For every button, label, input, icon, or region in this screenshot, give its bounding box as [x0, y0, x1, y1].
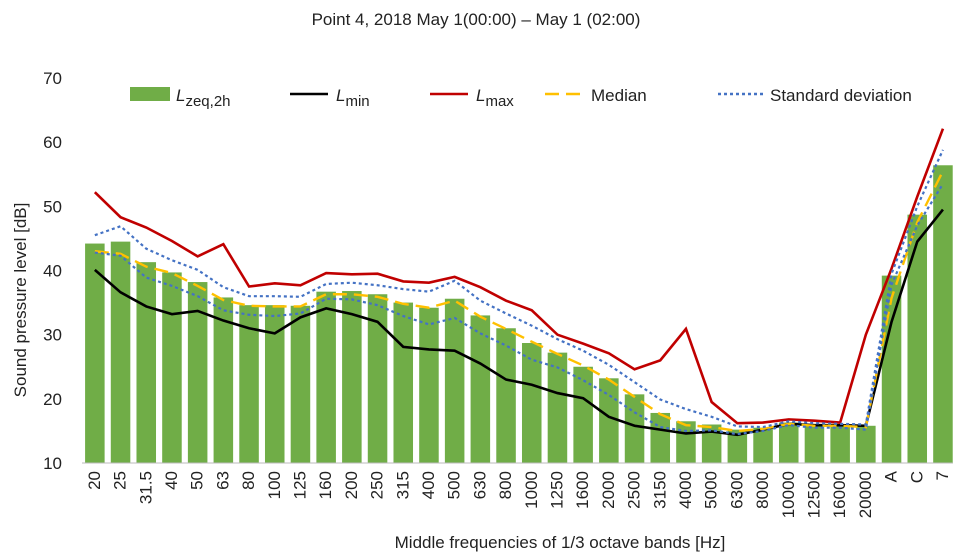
x-tick-label: 63	[213, 471, 232, 490]
x-tick-label: 160	[316, 471, 335, 499]
x-tick-label: 12500	[804, 471, 823, 518]
bar	[496, 328, 516, 463]
bar	[856, 425, 876, 463]
bar	[933, 165, 953, 463]
x-tick-label: 25	[111, 471, 130, 490]
x-axis-label: Middle frequencies of 1/3 octave bands […	[395, 533, 726, 552]
bar	[753, 427, 773, 463]
y-tick-label: 40	[43, 262, 62, 281]
bar	[727, 429, 748, 463]
bar	[290, 305, 311, 463]
bar	[599, 378, 619, 463]
legend-label-main: L	[176, 86, 185, 105]
legend-label-sub: max	[485, 93, 514, 110]
bar	[85, 243, 105, 463]
bar	[419, 307, 439, 463]
bar	[264, 305, 285, 463]
bar	[367, 294, 388, 463]
x-tick-label: 2000	[599, 471, 618, 509]
bar	[316, 291, 336, 463]
legend-label: Standard deviation	[770, 86, 912, 105]
line	[94, 183, 944, 436]
x-tick-label: 800	[496, 471, 515, 499]
bar	[547, 352, 568, 463]
y-tick-label: 70	[43, 69, 62, 88]
x-tick-label: 200	[342, 471, 361, 499]
legend-swatch	[130, 87, 170, 101]
legend-label: Lzeq,2h	[176, 86, 231, 110]
x-tick-label: 100	[265, 471, 284, 499]
x-tick-label: 630	[470, 471, 489, 499]
chart-title: Point 4, 2018 May 1(00:00) – May 1 (02:0…	[312, 10, 641, 29]
bar	[650, 412, 671, 463]
bar	[573, 366, 593, 463]
bar	[676, 421, 696, 463]
x-tick-label: 315	[393, 471, 412, 499]
bar	[624, 394, 645, 463]
legend-label-main: Median	[591, 86, 647, 105]
x-tick-label: 7	[933, 471, 952, 480]
bar	[521, 343, 542, 463]
x-tick-label: 500	[445, 471, 464, 499]
legend-label: Lmin	[336, 86, 370, 110]
bar	[393, 302, 414, 463]
x-tick-label: 20000	[856, 471, 875, 518]
x-tick-label: 16000	[830, 471, 849, 518]
y-tick-label: 50	[43, 197, 62, 216]
legend-label-sub: min	[345, 93, 369, 110]
bar	[830, 425, 850, 463]
bar	[187, 282, 208, 463]
y-axis-label: Sound pressure level [dB]	[11, 203, 30, 398]
legend-label-main: L	[476, 86, 485, 105]
x-tick-label: 50	[188, 471, 207, 490]
x-tick-label: 1250	[547, 471, 566, 509]
x-tick-label: 2500	[625, 471, 644, 509]
y-tick-label: 20	[43, 390, 62, 409]
x-tick-label: C	[907, 471, 926, 483]
x-tick-label: 3150	[650, 471, 669, 509]
bar	[342, 291, 362, 463]
bar	[470, 315, 491, 463]
x-tick-label: 250	[368, 471, 387, 499]
legend-label-main: Standard deviation	[770, 86, 912, 105]
bar	[444, 298, 465, 463]
x-tick-label: 400	[419, 471, 438, 499]
x-tick-label: 8000	[753, 471, 772, 509]
bar	[162, 272, 182, 463]
x-tick-label: 31.5	[136, 471, 155, 504]
bar	[213, 297, 234, 463]
x-tick-label: A	[882, 470, 901, 482]
bar	[136, 262, 157, 463]
line	[94, 170, 945, 433]
legend-label-sub: zeq,2h	[185, 93, 230, 110]
x-tick-label: 20	[85, 471, 104, 490]
x-tick-label: 40	[162, 471, 181, 490]
x-tick-label: 10000	[779, 471, 798, 518]
y-tick-label: 30	[43, 326, 62, 345]
line	[93, 128, 945, 425]
y-tick-label: 60	[43, 133, 62, 152]
x-tick-label: 5000	[702, 471, 721, 509]
x-tick-label: 1000	[522, 471, 541, 509]
x-tick-label: 80	[239, 471, 258, 490]
bar	[110, 241, 131, 463]
bar	[701, 424, 722, 463]
bar	[804, 425, 825, 463]
x-tick-label: 4000	[676, 471, 695, 509]
bar	[778, 422, 799, 463]
line	[94, 149, 944, 429]
x-tick-label: 125	[290, 471, 309, 499]
legend-label: Lmax	[476, 86, 514, 110]
bar	[239, 305, 259, 463]
legend-label-main: L	[336, 86, 345, 105]
x-tick-label: 6300	[727, 471, 746, 509]
bar	[907, 214, 928, 463]
legend-label: Median	[591, 86, 647, 105]
x-tick-label: 1600	[573, 471, 592, 509]
y-tick-label: 10	[43, 454, 62, 473]
